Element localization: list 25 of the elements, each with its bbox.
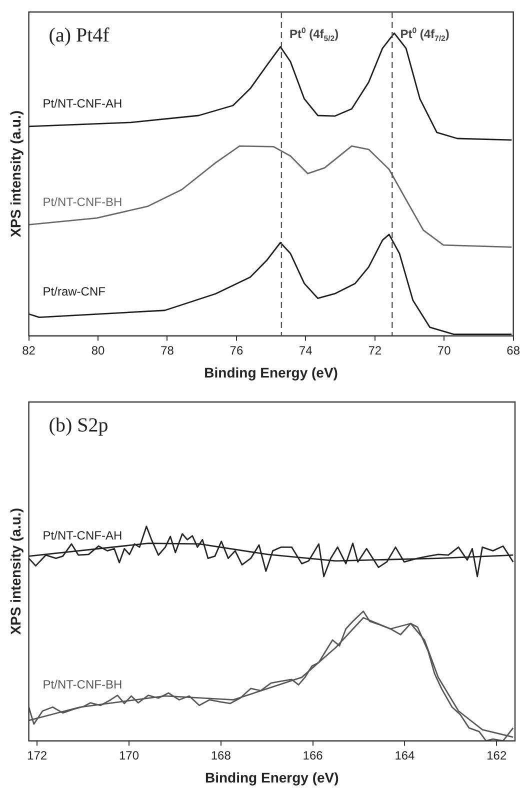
series-label: Pt/NT-CNF-AH [42,96,122,111]
y-axis-title: XPS intensity (a.u.) [7,110,24,238]
x-tick-label: 70 [437,343,452,358]
x-tick-label: 80 [91,343,106,358]
chart-title: (a) Pt4f [48,24,110,46]
x-tick-label: 82 [22,343,36,358]
x-tick-label: 170 [118,748,140,762]
x-tick-label: 164 [394,748,416,762]
x-tick-label: 68 [506,343,520,358]
x-tick-label: 166 [302,748,324,762]
x-tick-label: 76 [230,343,244,358]
x-tick-label: 162 [486,748,507,762]
series-label: Pt/NT-CNF-BH [42,677,122,692]
chart-title: (b) S2p [48,414,108,436]
series-label: Pt/NT-CNF-AH [42,528,122,543]
x-axis-title: Binding Energy (eV) [205,769,339,786]
x-tick-label: 168 [210,748,232,762]
series-label: Pt/raw-CNF [42,284,106,298]
y-axis-title: XPS intensity (a.u.) [7,508,24,635]
x-tick-label: 72 [368,343,382,358]
x-tick-label: 74 [298,343,313,358]
x-axis-title: Binding Energy (eV) [204,364,338,380]
x-tick-label: 172 [27,748,48,762]
series-label: Pt/NT-CNF-BH [42,195,122,210]
x-tick-label: 78 [160,343,174,358]
